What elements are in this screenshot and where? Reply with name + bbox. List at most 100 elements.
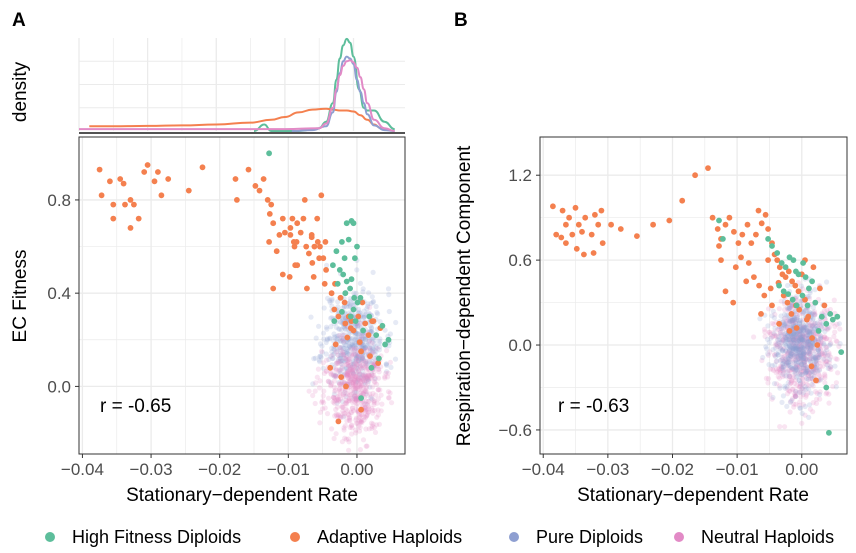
- scatter-b-point-pure-diploids: [810, 368, 816, 374]
- scatter-b-point-neutral-haploids: [800, 345, 806, 352]
- scatter-a-point-pure-diploids: [375, 311, 381, 317]
- scatter-b-point-pure-diploids: [800, 348, 806, 355]
- scatter-b-point-neutral-haploids: [786, 376, 792, 382]
- scatter-b-point-neutral-haploids: [781, 336, 788, 342]
- scatter-a-point-neutral-haploids: [370, 410, 376, 416]
- scatter-b-point-neutral-haploids: [827, 306, 834, 313]
- scatter-a-point-neutral-haploids: [345, 398, 351, 404]
- scatter-b-point-neutral-haploids: [807, 376, 813, 382]
- scatter-b-point-neutral-haploids: [788, 350, 795, 356]
- scatter-a-point-neutral-haploids: [385, 389, 392, 395]
- scatter-a-point-neutral-haploids: [363, 362, 369, 368]
- scatter-b-point-pure-diploids: [804, 357, 810, 363]
- scatter-a-point-pure-diploids: [351, 361, 357, 367]
- scatter-b-point-neutral-haploids: [803, 327, 809, 333]
- scatter-b-point-neutral-haploids: [775, 368, 781, 374]
- scatter-a-point-pure-diploids: [360, 355, 366, 361]
- scatter-a-point-pure-diploids: [341, 345, 347, 351]
- scatter-b-point-adaptive-haploids: [709, 214, 716, 221]
- scatter-a-point-pure-diploids: [330, 355, 336, 361]
- scatter-b-point-neutral-haploids: [787, 368, 793, 374]
- scatter-b-point-pure-diploids: [804, 332, 810, 338]
- scatter-a-point-adaptive-haploids: [320, 255, 327, 262]
- scatter-b-point-neutral-haploids: [818, 346, 824, 352]
- scatter-b-point-pure-diploids: [795, 334, 801, 340]
- scatter-b-point-neutral-haploids: [800, 357, 806, 363]
- scatter-b-point-pure-diploids: [802, 403, 808, 410]
- scatter-b-point-neutral-haploids: [780, 353, 786, 359]
- scatter-a-point-pure-diploids: [350, 370, 356, 376]
- scatter-b-point-neutral-haploids: [812, 348, 818, 354]
- scatter-b-point-pure-diploids: [786, 343, 793, 349]
- scatter-b-point-neutral-haploids: [828, 366, 834, 373]
- scatter-a-point-high-fitness-diploids: [345, 236, 352, 243]
- scatter-b-point-pure-diploids: [792, 331, 799, 337]
- scatter-a-point-pure-diploids: [339, 364, 345, 370]
- scatter-a-point-pure-diploids: [320, 330, 327, 336]
- scatter-b-point-neutral-haploids: [790, 386, 796, 392]
- scatter-a-point-neutral-haploids: [369, 373, 375, 379]
- scatter-b-point-pure-diploids: [771, 315, 778, 321]
- scatter-a-point-pure-diploids: [327, 299, 333, 305]
- scatter-a-point-neutral-haploids: [347, 366, 353, 372]
- scatter-b-point-pure-diploids: [794, 330, 801, 336]
- scatter-a-point-neutral-haploids: [342, 435, 348, 441]
- scatter-b-point-neutral-haploids: [804, 369, 811, 375]
- scatter-a-x-tick-label: −0.02: [198, 460, 241, 479]
- scatter-b-point-neutral-haploids: [795, 346, 801, 352]
- scatter-b-point-neutral-haploids: [799, 385, 806, 391]
- scatter-b-point-adaptive-haploids: [575, 221, 582, 228]
- scatter-b-point-pure-diploids: [790, 335, 796, 341]
- scatter-a-point-neutral-haploids: [356, 415, 362, 421]
- scatter-b-point-neutral-haploids: [784, 350, 791, 356]
- scatter-b-point-adaptive-haploids: [563, 221, 569, 228]
- density-curve-neutral-haploids: [79, 59, 395, 132]
- scatter-b-point-pure-diploids: [816, 352, 822, 358]
- scatter-b-point-neutral-haploids: [796, 355, 802, 361]
- scatter-b-point-pure-diploids: [771, 331, 777, 337]
- scatter-a-point-neutral-haploids: [352, 383, 358, 389]
- scatter-b-point-pure-diploids: [817, 391, 823, 398]
- scatter-b-point-neutral-haploids: [833, 338, 839, 344]
- scatter-a-point-neutral-haploids: [359, 389, 365, 395]
- scatter-b-point-pure-diploids: [800, 351, 806, 357]
- scatter-a-point-adaptive-haploids: [158, 192, 165, 199]
- scatter-a-point-neutral-haploids: [372, 429, 379, 435]
- scatter-a-point-neutral-haploids: [366, 426, 372, 432]
- scatter-b-point-neutral-haploids: [801, 365, 808, 371]
- scatter-a-point-pure-diploids: [357, 335, 363, 341]
- scatter-a-point-pure-diploids: [353, 345, 359, 351]
- scatter-b-point-neutral-haploids: [785, 391, 791, 397]
- scatter-b-point-pure-diploids: [786, 336, 793, 342]
- scatter-a-point-neutral-haploids: [353, 357, 359, 363]
- scatter-b-point-pure-diploids: [795, 338, 801, 344]
- scatter-a-point-pure-diploids: [329, 355, 335, 362]
- scatter-b-point-neutral-haploids: [831, 297, 837, 303]
- scatter-a-point-neutral-haploids: [359, 362, 365, 369]
- scatter-b-point-high-fitness-diploids: [809, 278, 815, 285]
- scatter-b-point-neutral-haploids: [793, 364, 799, 370]
- scatter-a-point-pure-diploids: [362, 372, 368, 378]
- scatter-b-point-neutral-haploids: [778, 364, 784, 370]
- scatter-b-point-pure-diploids: [779, 399, 785, 405]
- scatter-a-point-neutral-haploids: [367, 345, 373, 352]
- scatter-a-gridlines: [79, 137, 405, 454]
- scatter-b-point-pure-diploids: [799, 347, 806, 353]
- scatter-b-point-pure-diploids: [786, 356, 792, 362]
- scatter-a-point-adaptive-haploids: [120, 180, 127, 187]
- scatter-b-point-neutral-haploids: [774, 341, 780, 347]
- scatter-a-point-pure-diploids: [321, 336, 327, 342]
- scatter-b-point-pure-diploids: [797, 339, 804, 345]
- scatter-b-point-neutral-haploids: [811, 309, 818, 315]
- scatter-a-point-neutral-haploids: [351, 345, 357, 351]
- scatter-b-point-pure-diploids: [795, 356, 801, 362]
- scatter-a-point-neutral-haploids: [352, 399, 358, 405]
- scatter-a-point-pure-diploids: [365, 303, 371, 310]
- scatter-b-point-pure-diploids: [801, 343, 807, 349]
- scatter-a-point-high-fitness-diploids: [340, 271, 347, 278]
- scatter-a-point-pure-diploids: [338, 352, 344, 358]
- scatter-a-point-neutral-haploids: [336, 386, 342, 392]
- scatter-a-point-neutral-haploids: [371, 424, 377, 431]
- scatter-b-point-pure-diploids: [824, 279, 830, 285]
- scatter-b-point-neutral-haploids: [810, 329, 816, 335]
